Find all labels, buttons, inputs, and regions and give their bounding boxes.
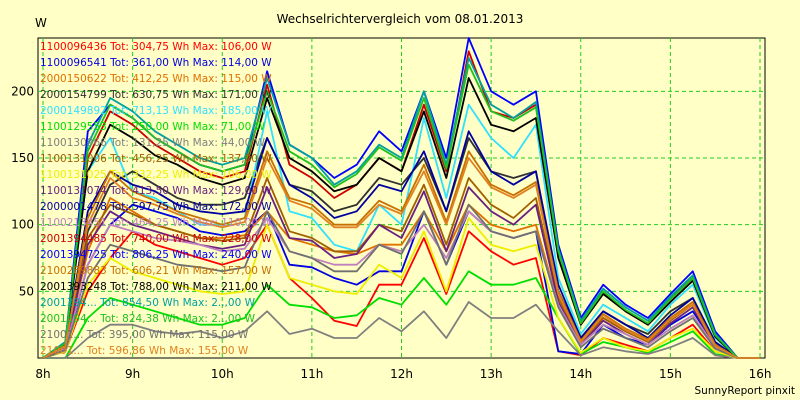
legend-entry: 2100289883 Tot: 606,21 Wh Max: 157,00 W (40, 265, 272, 277)
legend-entry: 1100131006 Tot: 456,25 Wh Max: 137,00 W (40, 153, 272, 165)
x-tick-label: 12h (390, 367, 413, 381)
legend-entry: 2001394... Tot: 824,38 Wh Max: 2..,00 W (40, 313, 256, 325)
legend-entry: 1100096436 Tot: 304,75 Wh Max: 106,00 W (40, 41, 272, 53)
legend-entry: 1100130966 Tot: 131,25 Wh Max: 44,00 W (40, 137, 266, 149)
y-tick-label: 50 (19, 284, 34, 298)
y-axis-label: W (35, 16, 47, 30)
legend-entry: 2000001478 Tot: 597,75 Wh Max: 172,00 W (40, 201, 272, 213)
series-line-11 (42, 130, 760, 359)
series-line-18 (42, 63, 760, 359)
legend-entry: 2000150622 Tot: 412,25 Wh Max: 115,00 W (40, 73, 272, 85)
legend-entry: 2000149892 Tot: 713,13 Wh Max: 185,00 W (40, 105, 272, 117)
legend-entry: 1100131074 Tot: 413,50 Wh Max: 129,00 W (40, 185, 272, 197)
y-axis-ticks: 50 100 150 200 (11, 84, 34, 298)
legend-entry: 1100129553 Tot: 250,00 Wh Max: 71,00 W (40, 121, 266, 133)
chart-title: Wechselrichtervergleich vom 08.01.2013 (277, 12, 524, 26)
legend: 1100096436 Tot: 304,75 Wh Max: 106,00 W 1… (40, 41, 272, 357)
series-line-17 (42, 57, 760, 359)
legend-entry: 21001... Tot: 395,00 Wh Max: 115,00 W (40, 329, 249, 341)
legend-entry: 1100131025 Tot: 332,25 Wh Max: 106,00 W (40, 169, 272, 181)
grid-lines (38, 38, 765, 358)
legend-entry: 2001394... Tot: 854,50 Wh Max: 2..,00 W (40, 297, 256, 309)
series-line-20 (42, 157, 760, 359)
x-tick-label: 16h (749, 367, 772, 381)
legend-entry: 2000154799 Tot: 630,75 Wh Max: 171,00 W (40, 89, 272, 101)
series-line-12 (42, 210, 760, 359)
legend-entry: 1100213451 Tot: 464,25 Wh Max: 110,00 W (40, 217, 272, 229)
series-line-15 (42, 150, 760, 359)
legend-entry: 21001... Tot: 596,86 Wh Max: 155,00 W (40, 345, 249, 357)
series-line-6 (43, 270, 760, 359)
series-line-19 (42, 203, 760, 359)
series-lines (42, 37, 760, 359)
x-tick-label: 14h (569, 367, 592, 381)
series-line-7 (43, 301, 760, 359)
series-line-4 (42, 137, 760, 359)
x-tick-label: 8h (35, 367, 50, 381)
series-line-16 (42, 77, 760, 359)
legend-entry: 2001394725 Tot: 806,25 Wh Max: 240,00 W (40, 249, 272, 261)
series-line-8 (42, 177, 760, 359)
x-tick-label: 11h (300, 367, 323, 381)
legend-entry: 2001393248 Tot: 788,00 Wh Max: 211,00 W (40, 281, 272, 293)
series-line-2 (42, 203, 760, 359)
y-tick-label: 200 (11, 84, 34, 98)
x-tick-label: 9h (125, 367, 140, 381)
x-axis-ticks: 8h 9h 10h 11h 12h 13h 14h 15h 16h (35, 367, 771, 381)
x-tick-label: 10h (211, 367, 234, 381)
series-line-5 (42, 103, 760, 359)
legend-entry: 1100096541 Tot: 361,00 Wh Max: 114,00 W (40, 57, 272, 69)
legend-entry: 2001394485 Tot: 740,00 Wh Max: 228,00 W (40, 233, 272, 245)
footer-credit: SunnyReport pinxit (695, 385, 795, 397)
series-line-9 (42, 217, 760, 359)
y-tick-label: 150 (11, 151, 34, 165)
x-tick-label: 13h (480, 367, 503, 381)
x-tick-label: 15h (659, 367, 682, 381)
y-tick-label: 100 (11, 218, 34, 232)
